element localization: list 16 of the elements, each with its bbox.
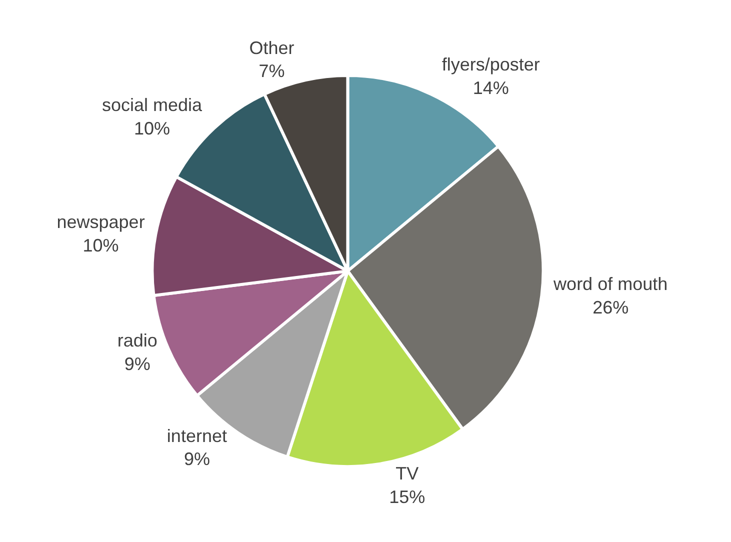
slice-label: flyers/poster: [442, 54, 540, 75]
slice-label: TV: [396, 464, 419, 484]
slice-label: social media: [102, 95, 204, 116]
data-label: 26%: [592, 298, 629, 318]
slice-label: Other: [249, 38, 294, 58]
data-label: 14%: [472, 78, 509, 98]
slice-label: internet: [166, 426, 227, 446]
slice-label: radio: [117, 330, 158, 350]
data-label: 15%: [389, 486, 426, 507]
slice-label: newspaper: [56, 212, 145, 232]
data-label: 10%: [134, 118, 170, 139]
data-label: 10%: [82, 235, 119, 256]
data-label: 7%: [258, 61, 285, 82]
slice-label: word of mouth: [552, 274, 668, 294]
data-label: 9%: [124, 354, 150, 374]
data-label: 9%: [184, 449, 210, 470]
